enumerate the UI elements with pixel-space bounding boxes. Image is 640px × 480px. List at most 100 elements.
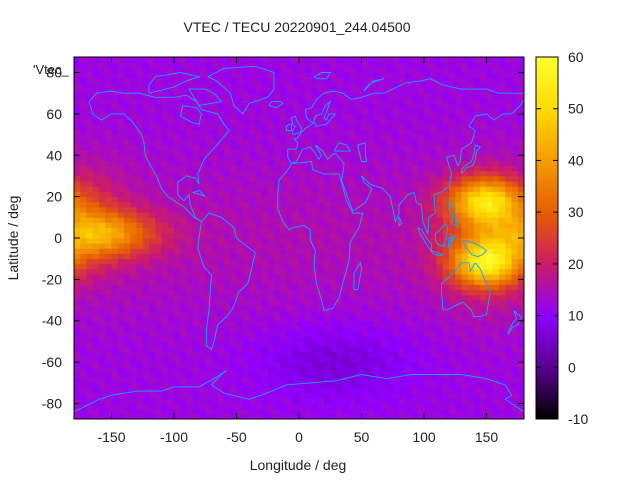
heatmap-cell <box>130 155 137 161</box>
heatmap-cell <box>324 274 331 280</box>
heatmap-cell <box>499 98 506 104</box>
heatmap-cell <box>130 289 137 296</box>
heatmap-cell <box>386 294 394 301</box>
heatmap-cell <box>430 62 437 68</box>
heatmap-cell <box>436 403 444 410</box>
heatmap-cell <box>242 413 250 420</box>
heatmap-cell <box>499 284 506 291</box>
heatmap-cell <box>142 294 150 301</box>
heatmap-cell <box>449 206 456 213</box>
heatmap-cell <box>267 108 275 115</box>
heatmap-cell <box>430 186 437 192</box>
heatmap-cell <box>86 382 94 389</box>
heatmap-cell <box>155 393 162 399</box>
heatmap-cell <box>236 113 244 120</box>
heatmap-cell <box>180 253 187 260</box>
heatmap-cell <box>455 134 462 141</box>
heatmap-cell <box>474 320 481 327</box>
heatmap-cell <box>511 284 519 291</box>
heatmap-cell <box>142 336 150 342</box>
heatmap-cell <box>436 155 444 161</box>
heatmap-cell <box>261 346 269 353</box>
heatmap-cell <box>305 274 312 280</box>
heatmap-cell <box>505 160 512 166</box>
heatmap-cell <box>311 181 319 187</box>
heatmap-cell <box>355 320 362 327</box>
heatmap-cell <box>192 315 200 322</box>
heatmap-cell <box>342 232 350 239</box>
heatmap-cell <box>380 98 387 104</box>
heatmap-cell <box>105 196 112 203</box>
heatmap-cell <box>442 367 450 373</box>
heatmap-cell <box>349 170 356 177</box>
heatmap-cell <box>305 134 312 141</box>
heatmap-cell <box>417 212 425 218</box>
heatmap-cell <box>467 160 475 166</box>
heatmap-cell <box>230 196 237 203</box>
heatmap-cell <box>274 175 281 182</box>
heatmap-cell <box>480 98 487 104</box>
heatmap-cell <box>80 113 87 120</box>
heatmap-cell <box>217 134 225 141</box>
heatmap-cell <box>261 217 269 223</box>
heatmap-cell <box>330 310 337 316</box>
heatmap-cell <box>167 62 175 68</box>
heatmap-cell <box>236 150 244 156</box>
heatmap-cell <box>267 160 275 166</box>
heatmap-cell <box>130 72 137 79</box>
heatmap-cell <box>511 300 519 306</box>
heatmap-cell <box>105 82 112 89</box>
heatmap-cell <box>430 305 437 311</box>
heatmap-cell <box>111 398 119 404</box>
heatmap-cell <box>192 300 200 306</box>
heatmap-cell <box>199 408 206 415</box>
heatmap-cell <box>380 93 387 99</box>
heatmap-cell <box>117 382 125 389</box>
heatmap-cell <box>255 170 262 177</box>
heatmap-cell <box>442 263 450 270</box>
heatmap-cell <box>492 248 500 254</box>
heatmap-cell <box>299 325 306 332</box>
heatmap-cell <box>230 165 237 172</box>
heatmap-cell <box>111 98 119 104</box>
heatmap-cell <box>211 346 219 353</box>
heatmap-cell <box>486 206 494 213</box>
heatmap-cell <box>255 212 262 218</box>
heatmap-cell <box>355 150 362 156</box>
heatmap-cell <box>136 119 144 125</box>
heatmap-cell <box>142 284 150 291</box>
heatmap-cell <box>255 62 262 68</box>
heatmap-cell <box>192 387 200 394</box>
heatmap-cell <box>474 212 481 218</box>
heatmap-cell <box>361 113 369 120</box>
heatmap-cell <box>292 341 300 347</box>
heatmap-cell <box>130 279 137 285</box>
heatmap-cell <box>355 160 362 166</box>
heatmap-cell <box>192 351 200 358</box>
heatmap-cell <box>386 346 394 353</box>
heatmap-cell <box>217 310 225 316</box>
heatmap-cell <box>205 113 212 120</box>
heatmap-cell <box>399 243 406 249</box>
heatmap-cell <box>511 263 519 270</box>
heatmap-cell <box>336 387 344 394</box>
heatmap-cell <box>317 253 325 260</box>
heatmap-cell <box>186 356 194 363</box>
heatmap-cell <box>186 387 194 394</box>
heatmap-cell <box>311 331 319 337</box>
heatmap-cell <box>405 269 412 275</box>
heatmap-cell <box>242 387 250 394</box>
heatmap-cell <box>161 191 169 198</box>
heatmap-cell <box>424 98 431 104</box>
heatmap-cell <box>367 331 375 337</box>
heatmap-cell <box>392 320 400 327</box>
heatmap-cell <box>167 108 175 115</box>
heatmap-cell <box>186 305 194 311</box>
heatmap-cell <box>299 67 306 73</box>
heatmap-cell <box>111 212 119 218</box>
heatmap-cell <box>286 341 294 347</box>
heatmap-cell <box>405 408 412 415</box>
heatmap-cell <box>236 165 244 172</box>
heatmap-cell <box>167 294 175 301</box>
heatmap-cell <box>305 403 312 410</box>
